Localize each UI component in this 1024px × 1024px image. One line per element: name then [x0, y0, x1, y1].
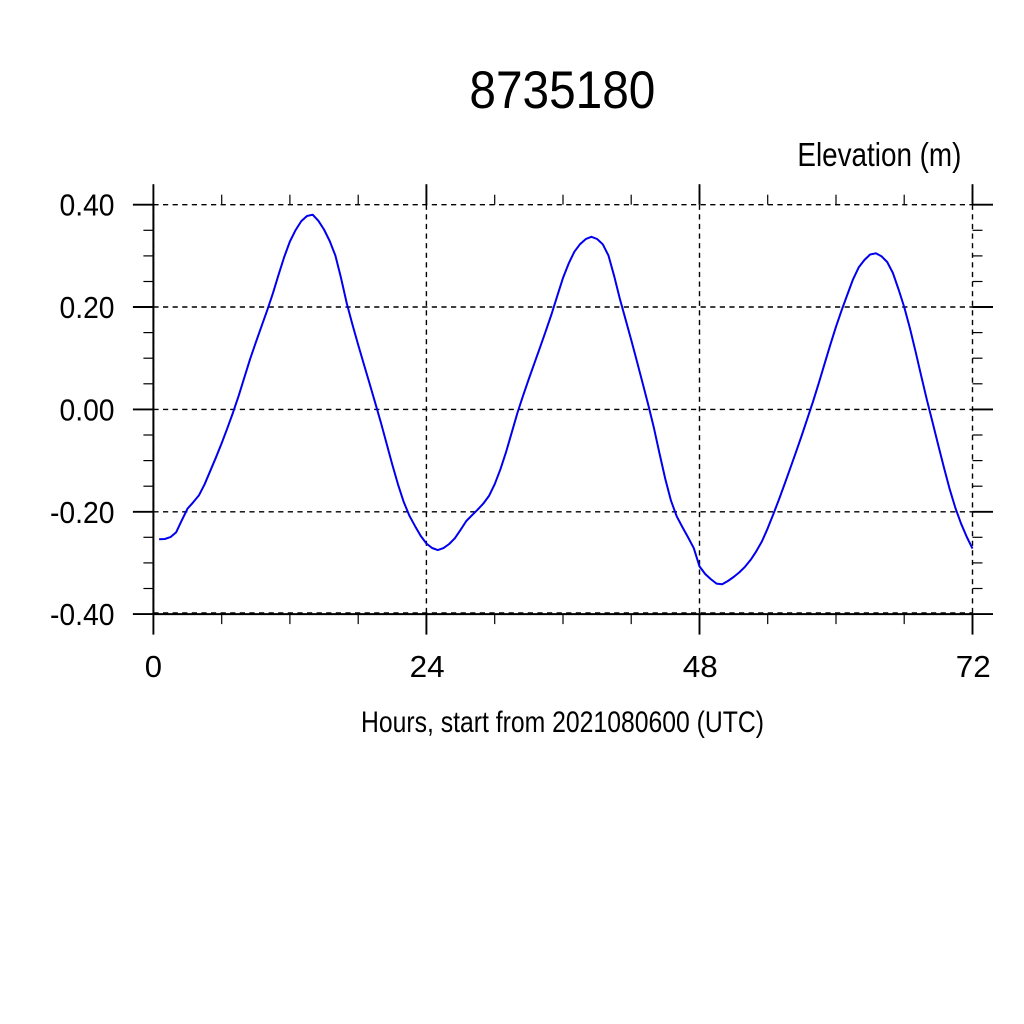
svg-text:24: 24 — [410, 649, 445, 684]
svg-text:0.40: 0.40 — [60, 188, 115, 223]
svg-text:Hours, start from 2021080600 (: Hours, start from 2021080600 (UTC) — [361, 706, 764, 739]
svg-text:0.20: 0.20 — [60, 290, 115, 325]
svg-text:8735180: 8735180 — [469, 61, 655, 120]
svg-text:0: 0 — [145, 649, 162, 684]
svg-text:Elevation (m): Elevation (m) — [797, 136, 961, 173]
svg-text:48: 48 — [683, 649, 718, 684]
svg-text:0.00: 0.00 — [60, 392, 115, 427]
svg-text:-0.40: -0.40 — [50, 597, 115, 632]
svg-text:-0.20: -0.20 — [50, 495, 115, 530]
svg-text:72: 72 — [956, 649, 991, 684]
